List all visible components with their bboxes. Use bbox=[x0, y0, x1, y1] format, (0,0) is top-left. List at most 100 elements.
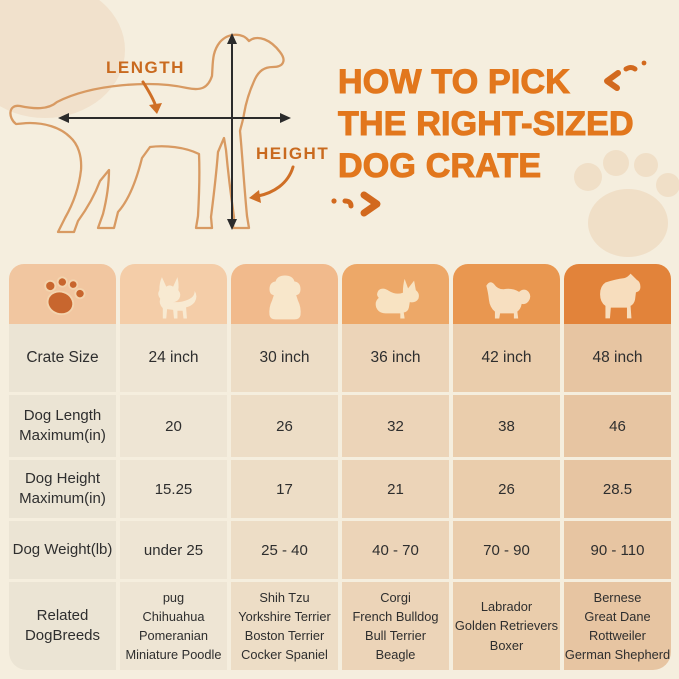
row-label-text: Related DogBreeds bbox=[24, 607, 101, 644]
table-header-30-inch bbox=[231, 264, 338, 324]
table-column-24-inch: 24 inch 20 15.25 under 25 pug Chihuahua Po… bbox=[120, 264, 227, 670]
table-header-24-inch bbox=[120, 264, 227, 324]
breed-item: Yorkshire Terrier bbox=[238, 608, 331, 624]
max-height-value: 26 bbox=[453, 460, 560, 518]
breed-item: German Shepherd bbox=[564, 647, 671, 663]
title-line-2: THE RIGHT-SIZED bbox=[337, 104, 634, 143]
breed-item: Corgi bbox=[380, 589, 411, 605]
cell-text: 42 inch bbox=[481, 349, 532, 366]
breeds-list: Labrador Golden Retrievers Boxer bbox=[453, 582, 560, 670]
breed-item: Bull Terrier bbox=[365, 628, 426, 643]
breed-item: Bernese bbox=[593, 589, 642, 605]
breed-item: French Bulldog bbox=[352, 608, 439, 624]
chihuahua-icon bbox=[157, 277, 196, 319]
row-label-breeds: Related DogBreeds bbox=[9, 582, 116, 670]
row-label-text: Dog Height Maximum(in) bbox=[19, 470, 106, 507]
breeds-list: Corgi French Bulldog Bull Terrier Beagle bbox=[342, 582, 449, 670]
retriever-icon bbox=[485, 282, 530, 319]
row-label-text: Crate Size bbox=[26, 348, 99, 366]
breed-item: Labrador bbox=[480, 599, 533, 615]
cell-text: 25 - 40 bbox=[261, 541, 308, 559]
breed-item: Boston Terrier bbox=[244, 628, 325, 643]
weight-value: 40 - 70 bbox=[342, 521, 449, 579]
crate-size-value: 42 inch bbox=[453, 324, 560, 392]
crate-size-value: 24 inch bbox=[120, 324, 227, 392]
breed-item: Great Dane bbox=[584, 608, 651, 624]
breed-item: Chihuahua bbox=[142, 608, 205, 624]
title-line-1: HOW TO PICK bbox=[337, 62, 571, 101]
cell-text: 36 inch bbox=[370, 349, 421, 366]
row-label-dog-weight: Dog Weight(lb) bbox=[9, 521, 116, 579]
table-column-36-inch: 36 inch 32 21 40 - 70 Corgi French Bulldo… bbox=[342, 264, 449, 670]
mastiff-icon bbox=[599, 273, 640, 319]
row-label-crate-size: Crate Size bbox=[9, 324, 116, 392]
height-pointer-arrow bbox=[249, 165, 295, 203]
cell-text: 15.25 bbox=[154, 480, 193, 498]
paw-scuff-marks-below-title-icon bbox=[331, 191, 381, 217]
breed-item: Golden Retrievers bbox=[454, 618, 559, 634]
breed-item: Rottweiler bbox=[589, 628, 646, 643]
paw-scuff-marks-top-right-icon bbox=[604, 60, 647, 91]
max-length-value: 20 bbox=[120, 395, 227, 457]
crate-size-value: 48 inch bbox=[564, 324, 671, 392]
breed-item: Cocker Spaniel bbox=[241, 647, 328, 663]
corgi-icon bbox=[375, 278, 419, 319]
cell-text: 17 bbox=[276, 480, 293, 498]
crate-size-value: 36 inch bbox=[342, 324, 449, 392]
breed-item: Miniature Poodle bbox=[125, 647, 222, 663]
table-column-48-inch: 48 inch 46 28.5 90 - 110 Bernese Great Da… bbox=[564, 264, 671, 670]
shih-tzu-icon bbox=[268, 275, 301, 320]
cell-text: 28.5 bbox=[602, 480, 633, 498]
title-line-3: DOG CRATE bbox=[337, 146, 542, 185]
crate-size-table: Crate Size Dog Length Maximum(in) Dog He… bbox=[9, 264, 671, 670]
cell-text: 46 bbox=[609, 417, 626, 435]
paw-icon bbox=[43, 276, 86, 316]
row-label-text: Dog Length Maximum(in) bbox=[19, 407, 106, 444]
length-measure-arrow bbox=[58, 113, 291, 123]
length-label: LENGTH bbox=[106, 58, 185, 77]
breed-item: Pomeranian bbox=[138, 628, 208, 643]
cell-text: 20 bbox=[165, 417, 182, 435]
row-label-dog-height: Dog Height Maximum(in) bbox=[9, 460, 116, 518]
max-length-value: 46 bbox=[564, 395, 671, 457]
cell-text: 26 bbox=[276, 417, 293, 435]
cell-text: 48 inch bbox=[592, 349, 643, 366]
breeds-list: Bernese Great Dane Rottweiler German Shephe… bbox=[564, 582, 671, 670]
max-height-value: 28.5 bbox=[564, 460, 671, 518]
dog-outline-illustration bbox=[9, 33, 285, 234]
dog-measurement-diagram: LENGTH HEIGHT bbox=[9, 33, 329, 234]
cell-text: under 25 bbox=[143, 541, 204, 559]
table-header-36-inch bbox=[342, 264, 449, 324]
cell-text: 32 bbox=[387, 417, 404, 435]
breed-item: pug bbox=[162, 589, 185, 605]
weight-value: under 25 bbox=[120, 521, 227, 579]
breed-item: Beagle bbox=[375, 647, 416, 663]
table-column-labels: Crate Size Dog Length Maximum(in) Dog He… bbox=[9, 264, 116, 670]
max-height-value: 21 bbox=[342, 460, 449, 518]
cell-text: 30 inch bbox=[259, 349, 310, 366]
cell-text: 38 bbox=[498, 417, 515, 435]
max-height-value: 15.25 bbox=[120, 460, 227, 518]
cell-text: 26 bbox=[498, 480, 515, 498]
cell-text: 40 - 70 bbox=[372, 541, 419, 559]
cell-text: 21 bbox=[387, 480, 404, 498]
height-measure-arrow bbox=[227, 33, 237, 230]
breeds-list: Shih Tzu Yorkshire Terrier Boston Terrier C… bbox=[231, 582, 338, 670]
table-header-42-inch bbox=[453, 264, 560, 324]
cell-text: 90 - 110 bbox=[590, 541, 645, 559]
table-column-42-inch: 42 inch 38 26 70 - 90 Labrador Golden Ret… bbox=[453, 264, 560, 670]
height-label: HEIGHT bbox=[256, 144, 329, 163]
weight-value: 25 - 40 bbox=[231, 521, 338, 579]
breeds-list: pug Chihuahua Pomeranian Miniature Poodle bbox=[120, 582, 227, 670]
length-pointer-arrow bbox=[141, 80, 162, 114]
cell-text: 70 - 90 bbox=[483, 541, 530, 559]
row-label-dog-length: Dog Length Maximum(in) bbox=[9, 395, 116, 457]
weight-value: 90 - 110 bbox=[564, 521, 671, 579]
cell-text: 24 inch bbox=[148, 349, 199, 366]
max-length-value: 32 bbox=[342, 395, 449, 457]
max-length-value: 38 bbox=[453, 395, 560, 457]
table-header-labels bbox=[9, 264, 116, 324]
weight-value: 70 - 90 bbox=[453, 521, 560, 579]
page-title: HOW TO PICK THE RIGHT-SIZED DOG CRATE bbox=[337, 62, 678, 187]
